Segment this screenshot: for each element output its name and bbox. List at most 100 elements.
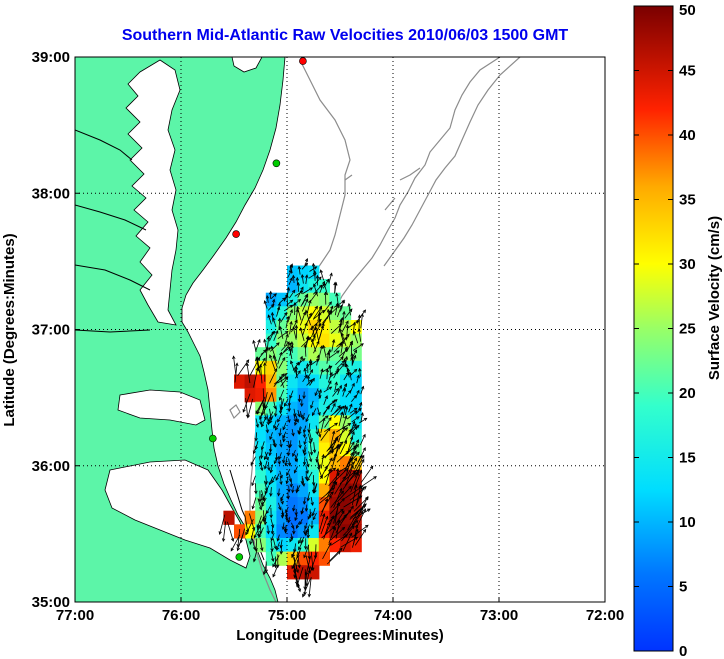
x-tick-label: 75:00 <box>268 607 306 624</box>
velocity-cell <box>318 333 330 348</box>
vector-arrow <box>322 405 330 417</box>
velocity-cell <box>265 388 277 403</box>
vector-arrow <box>253 366 259 388</box>
vector-arrow <box>309 266 318 272</box>
vector-arrow <box>335 356 344 366</box>
vector-arrow <box>260 403 266 417</box>
vector-arrow <box>294 418 298 427</box>
velocity-cell <box>287 388 299 403</box>
velocity-cell <box>297 388 309 403</box>
vector-arrow <box>280 496 284 505</box>
x-tick-label: 76:00 <box>162 607 200 624</box>
vector-arrow <box>341 346 348 359</box>
vector-arrow <box>348 371 352 381</box>
vector-arrow <box>287 308 293 323</box>
vector-arrow <box>287 269 292 278</box>
vector-arrow <box>304 471 309 481</box>
velocity-cell <box>297 565 309 580</box>
map-area <box>75 57 605 602</box>
vector-arrow <box>295 572 302 593</box>
vector-arrow <box>358 417 368 424</box>
velocity-cell <box>350 442 362 457</box>
velocity-cell <box>297 456 309 471</box>
velocity-cell <box>318 415 330 430</box>
vector-arrow <box>273 456 278 465</box>
vector-arrow <box>280 493 285 502</box>
vector-arrow <box>289 479 294 488</box>
vector-arrow <box>330 452 338 473</box>
vector-arrow <box>287 448 291 457</box>
delaware-bay <box>231 57 263 73</box>
vector-arrow <box>273 330 279 341</box>
vector-arrow <box>330 526 346 541</box>
velocity-cell <box>350 320 362 335</box>
velocity-cell <box>340 415 352 430</box>
vector-arrow <box>302 374 308 383</box>
velocity-cell <box>255 469 267 484</box>
velocity-cell <box>350 429 362 444</box>
velocity-cell <box>265 320 277 335</box>
vector-arrow <box>272 316 277 328</box>
vector-arrow <box>269 464 274 474</box>
velocity-cell <box>308 429 320 444</box>
vector-arrow <box>353 496 369 512</box>
velocity-cell <box>297 320 309 335</box>
velocity-cell <box>329 360 341 375</box>
vector-arrow <box>295 308 299 323</box>
vector-arrow <box>310 325 316 341</box>
vector-arrow <box>297 286 304 298</box>
velocity-cell <box>308 442 320 457</box>
vector-arrow <box>290 522 295 530</box>
velocity-cell <box>329 320 341 335</box>
vector-arrow <box>323 395 328 405</box>
vector-arrow <box>340 340 345 354</box>
vector-arrow <box>303 436 307 446</box>
vector-arrow <box>279 476 283 486</box>
velocity-cell <box>297 347 309 362</box>
velocity-cell <box>340 524 352 539</box>
vector-arrow <box>302 496 307 505</box>
y-tick-label: 39:00 <box>32 49 70 66</box>
vector-arrow <box>289 263 294 272</box>
velocity-cell <box>308 347 320 362</box>
vector-arrow <box>308 433 312 445</box>
vector-arrow <box>297 551 301 569</box>
vector-arrow <box>282 434 286 443</box>
velocity-cell <box>287 415 299 430</box>
velocity-cell <box>308 497 320 512</box>
velocity-cell <box>287 456 299 471</box>
velocity-cell <box>318 538 330 553</box>
velocity-cell <box>297 306 309 321</box>
vector-arrow <box>319 269 324 281</box>
vector-arrow <box>275 473 280 481</box>
vector-arrow <box>287 458 292 467</box>
velocity-cell <box>308 565 320 580</box>
vector-arrow <box>334 501 340 524</box>
vector-arrow <box>270 532 275 542</box>
vector-arrow <box>221 521 227 543</box>
vector-arrow <box>266 336 271 350</box>
vector-arrow <box>338 411 344 427</box>
velocity-cell <box>265 456 277 471</box>
vector-arrow <box>263 300 268 309</box>
velocity-cell <box>255 497 267 512</box>
vector-arrow <box>285 476 289 485</box>
vector-arrow <box>312 442 317 454</box>
x-tick-label: 74:00 <box>374 607 412 624</box>
vector-arrow <box>322 278 330 289</box>
vector-arrow <box>328 526 336 544</box>
x-tick-label: 77:00 <box>56 607 94 624</box>
vector-arrow <box>351 424 360 433</box>
vector-arrow <box>319 322 325 338</box>
vector-arrow <box>321 450 335 460</box>
velocity-cell <box>340 333 352 348</box>
vector-arrow <box>360 465 374 483</box>
vector-arrow <box>310 520 314 530</box>
vector-arrow <box>278 389 285 401</box>
vector-arrow <box>341 525 355 542</box>
colorbar-tick-label: 50 <box>679 2 696 19</box>
vector-arrow <box>308 358 313 371</box>
vector-arrow <box>261 497 267 508</box>
vector-arrow <box>305 335 310 349</box>
vector-arrow <box>255 338 261 351</box>
